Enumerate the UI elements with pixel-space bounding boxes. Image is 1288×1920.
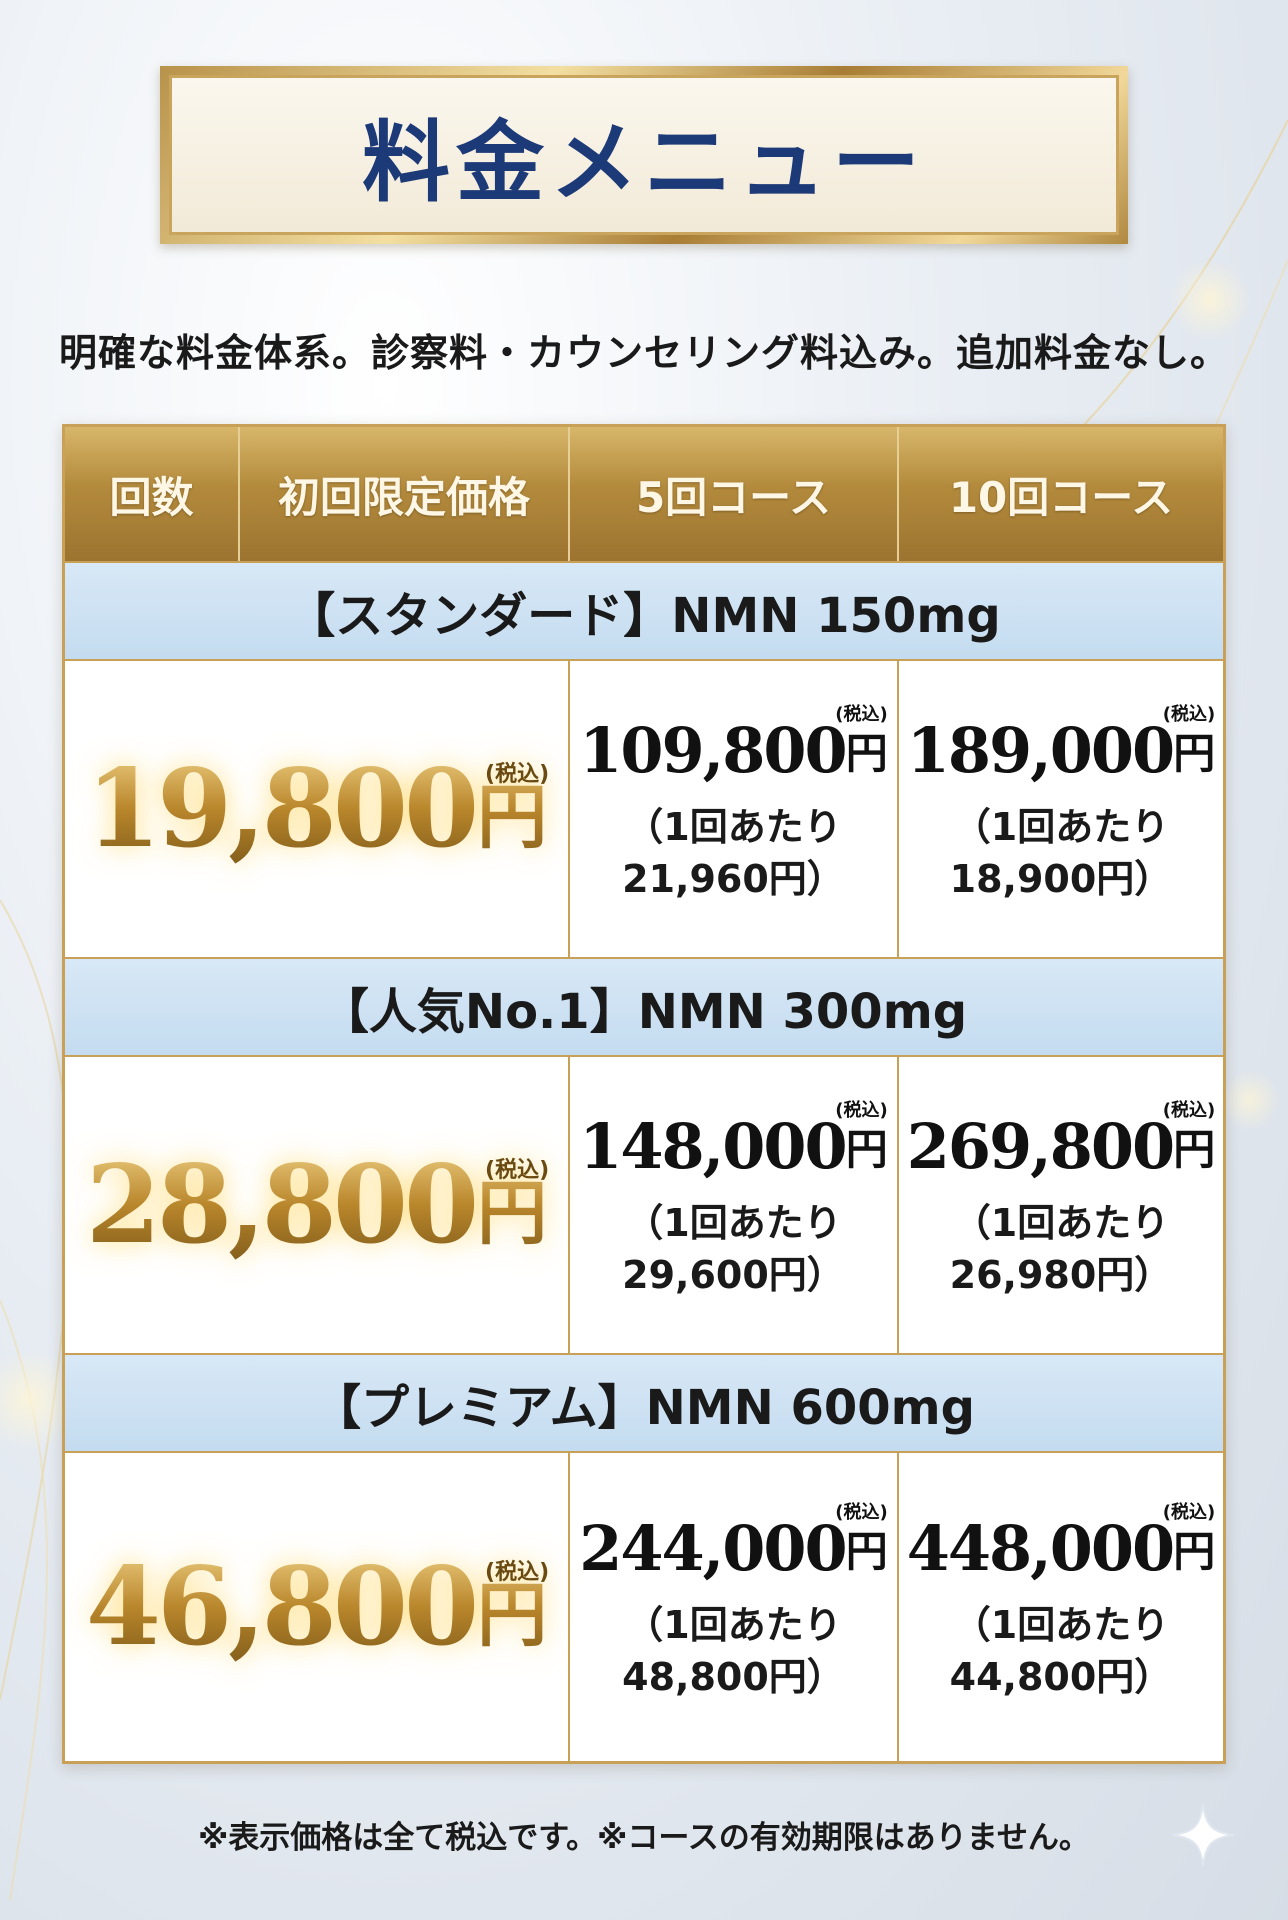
five-course-price: 109,800 円 (税込)	[579, 704, 888, 787]
footnote: ※表示価格は全て税込です。※コースの有効期限はありません。	[198, 1820, 1090, 1856]
tax-included-label: (税込)	[1162, 703, 1216, 725]
header-count: 回数	[65, 427, 240, 561]
five-course-amount: 109,800	[579, 713, 847, 787]
tax-included-label: (税込)	[1162, 1099, 1216, 1121]
per-session-price: （1回あたり 44,800円）	[950, 1599, 1173, 1703]
tax-included-label: (税込)	[485, 762, 550, 787]
yen-mark: 円	[1173, 1124, 1216, 1174]
ten-course-cell: 189,000 円 (税込) （1回あたり 18,900円）	[899, 661, 1223, 957]
per-session-price: （1回あたり 18,900円）	[950, 801, 1173, 905]
header-first-price: 初回限定価格	[240, 427, 570, 561]
first-price-cell: 46,800 円 (税込)	[65, 1453, 570, 1761]
five-course-price: 148,000 円 (税込)	[579, 1100, 888, 1183]
ten-course-price: 448,000 円 (税込)	[906, 1502, 1216, 1585]
yen-mark: 円	[845, 1526, 888, 1576]
page-title: 料金メニュー	[361, 109, 926, 214]
title-inner: 料金メニュー	[169, 75, 1119, 235]
tax-included-label: (税込)	[1162, 1501, 1216, 1523]
per-session-label: （1回あたり	[952, 804, 1170, 849]
first-price-amount: 46,800	[85, 1544, 476, 1670]
plan-band-standard: 【スタンダード】NMN 150mg	[65, 561, 1223, 661]
first-price: 19,800 円 (税込)	[85, 746, 550, 872]
tax-included-label: (税込)	[485, 1560, 550, 1585]
first-price-amount: 28,800	[85, 1142, 476, 1268]
plan-band-premium: 【プレミアム】NMN 600mg	[65, 1353, 1223, 1453]
yen-mark: 円	[1173, 728, 1216, 778]
ten-course-amount: 448,000	[906, 1511, 1175, 1585]
yen-mark: 円	[845, 1124, 888, 1174]
per-session-price: （1回あたり 29,600円）	[622, 1197, 845, 1301]
per-session-price: （1回あたり 48,800円）	[622, 1599, 845, 1703]
five-course-amount: 148,000	[579, 1109, 847, 1183]
tax-included-label: (税込)	[835, 1501, 888, 1523]
five-course-amount: 244,000	[579, 1511, 847, 1585]
tax-included-label: (税込)	[485, 1158, 550, 1183]
first-price-cell: 19,800 円 (税込)	[65, 661, 570, 957]
per-session-value: 21,960円）	[622, 856, 845, 901]
yen-mark: 円	[1173, 1526, 1216, 1576]
per-session-value: 44,800円）	[949, 1654, 1173, 1699]
per-session-price: （1回あたり 21,960円）	[622, 801, 845, 905]
plan-row-premium: 46,800 円 (税込) 244,000 円 (税込) （1回あたり 48,800…	[65, 1453, 1223, 1761]
tax-included-label: (税込)	[835, 703, 888, 725]
ten-course-amount: 269,800	[906, 1109, 1175, 1183]
header-five-course: 5回コース	[570, 427, 899, 561]
ten-course-price: 269,800 円 (税込)	[906, 1100, 1216, 1183]
plan-row-popular: 28,800 円 (税込) 148,000 円 (税込) （1回あたり 29,600…	[65, 1057, 1223, 1353]
ten-course-cell: 448,000 円 (税込) （1回あたり 44,800円）	[899, 1453, 1223, 1761]
first-price: 46,800 円 (税込)	[85, 1544, 550, 1670]
table-header: 回数 初回限定価格 5回コース 10回コース	[65, 427, 1223, 561]
five-course-cell: 148,000 円 (税込) （1回あたり 29,600円）	[570, 1057, 899, 1353]
price-table: 回数 初回限定価格 5回コース 10回コース 【スタンダード】NMN 150mg…	[62, 424, 1226, 1764]
per-session-label: （1回あたり	[952, 1200, 1170, 1245]
ten-course-cell: 269,800 円 (税込) （1回あたり 26,980円）	[899, 1057, 1223, 1353]
sparkle-icon	[1171, 1803, 1235, 1867]
first-price: 28,800 円 (税込)	[85, 1142, 550, 1268]
per-session-price: （1回あたり 26,980円）	[950, 1197, 1173, 1301]
first-price-amount: 19,800	[85, 746, 476, 872]
per-session-value: 29,600円）	[622, 1252, 845, 1297]
header-ten-course: 10回コース	[948, 472, 1174, 522]
per-session-label: （1回あたり	[625, 1200, 842, 1245]
per-session-value: 48,800円）	[622, 1654, 845, 1699]
per-session-label: （1回あたり	[952, 1602, 1170, 1647]
ten-course-price: 189,000 円 (税込)	[906, 704, 1216, 787]
title-frame: 料金メニュー	[160, 66, 1128, 244]
per-session-value: 26,980円）	[949, 1252, 1173, 1297]
per-session-value: 18,900円）	[949, 856, 1173, 901]
per-session-label: （1回あたり	[625, 804, 842, 849]
five-course-cell: 244,000 円 (税込) （1回あたり 48,800円）	[570, 1453, 899, 1761]
subtitle: 明確な料金体系。診察料・カウンセリング料込み。追加料金なし。	[58, 331, 1229, 375]
yen-mark: 円	[845, 728, 888, 778]
tax-included-label: (税込)	[835, 1099, 888, 1121]
five-course-cell: 109,800 円 (税込) （1回あたり 21,960円）	[570, 661, 899, 957]
ten-course-amount: 189,000	[906, 713, 1175, 787]
five-course-price: 244,000 円 (税込)	[579, 1502, 888, 1585]
per-session-label: （1回あたり	[625, 1602, 842, 1647]
first-price-cell: 28,800 円 (税込)	[65, 1057, 570, 1353]
plan-band-popular: 【人気No.1】NMN 300mg	[65, 957, 1223, 1057]
plan-row-standard: 19,800 円 (税込) 109,800 円 (税込) （1回あたり 21,960…	[65, 661, 1223, 957]
